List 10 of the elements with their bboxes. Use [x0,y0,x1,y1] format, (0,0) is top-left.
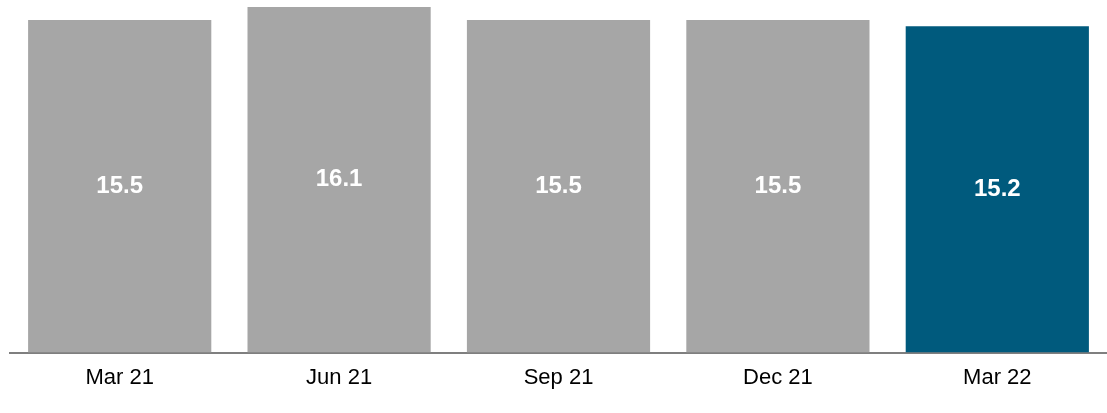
data-label: 15.2 [973,174,1021,202]
x-tick-label: Sep 21 [523,363,594,389]
x-tick-label: Mar 21 [85,363,154,389]
data-label: 16.1 [315,164,363,192]
data-label: 15.5 [96,170,144,198]
x-tick-label: Mar 22 [963,363,1032,389]
data-label: 15.5 [535,170,582,198]
data-label: 15.5 [754,170,802,198]
x-tick-label: Dec 21 [743,363,813,389]
x-tick-label: Jun 21 [306,363,373,389]
